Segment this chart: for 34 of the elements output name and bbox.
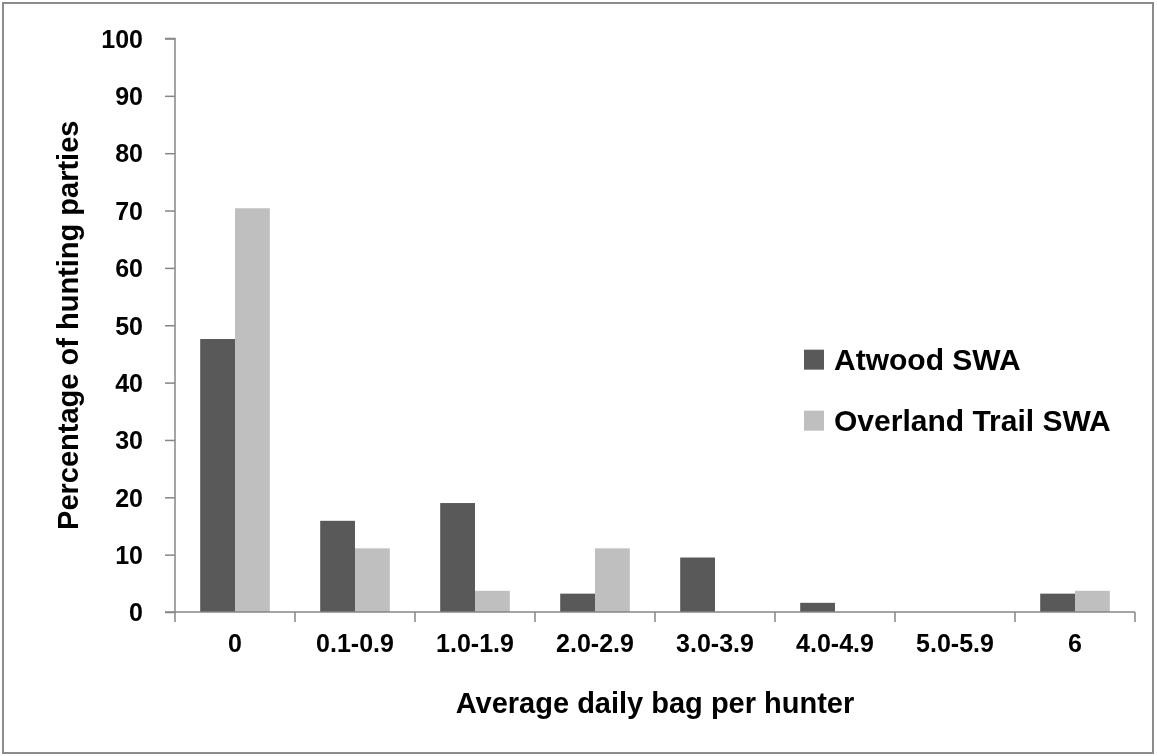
x-axis-title: Average daily bag per hunter xyxy=(455,687,855,719)
x-tick-label: 1.0-1.9 xyxy=(436,629,514,657)
legend-label: Overland Trail SWA xyxy=(834,404,1111,438)
x-tick-label: 5.0-5.9 xyxy=(916,629,994,657)
bar xyxy=(355,548,390,612)
y-tick-label: 90 xyxy=(115,82,143,111)
x-tick-label: 0 xyxy=(228,629,242,657)
x-tick-label: 0.1-0.9 xyxy=(316,629,394,657)
legend-label: Atwood SWA xyxy=(834,343,1021,377)
y-tick-label: 10 xyxy=(115,540,143,569)
bar xyxy=(440,503,475,612)
bar xyxy=(1040,593,1075,612)
bar xyxy=(200,339,235,612)
y-tick-label: 40 xyxy=(115,368,143,397)
x-tick-label: 2.0-2.9 xyxy=(556,629,634,657)
y-tick-label: 0 xyxy=(129,598,143,627)
y-tick-label: 30 xyxy=(115,426,143,455)
y-tick-label: 20 xyxy=(115,483,143,512)
y-tick-label: 50 xyxy=(115,311,143,340)
y-tick-label: 80 xyxy=(115,139,143,168)
x-tick-label: 6 xyxy=(1068,629,1082,657)
x-tick-label: 4.0-4.9 xyxy=(796,629,874,657)
bar xyxy=(235,208,270,612)
bar xyxy=(1075,590,1110,612)
bar xyxy=(320,520,355,612)
x-tick-label: 3.0-3.9 xyxy=(676,629,754,657)
y-tick-label: 100 xyxy=(101,24,143,53)
bar xyxy=(560,593,595,612)
bar xyxy=(475,590,510,612)
bar xyxy=(680,557,715,612)
bar xyxy=(595,548,630,612)
y-axis-title: Percentage of hunting parties xyxy=(52,120,84,530)
y-tick-label: 60 xyxy=(115,254,143,283)
y-tick-label: 70 xyxy=(115,196,143,225)
